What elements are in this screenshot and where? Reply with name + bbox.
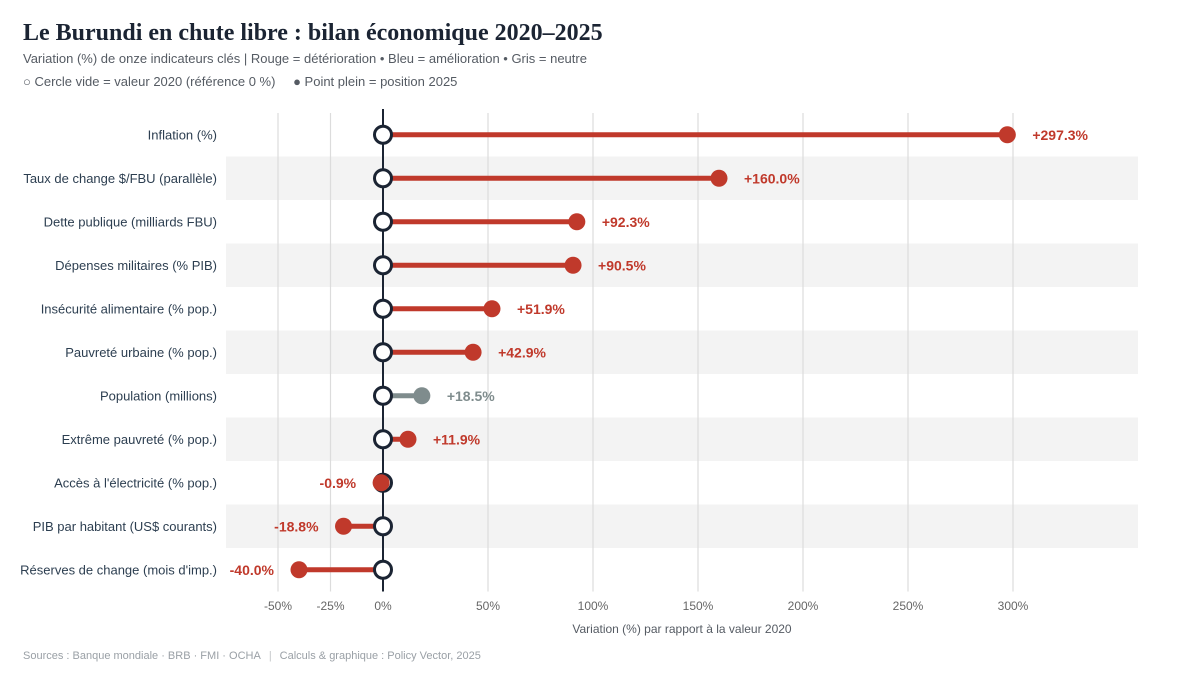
value-label: -18.8% bbox=[274, 518, 319, 534]
x-tick-label: 0% bbox=[374, 599, 392, 613]
category-label: Dette publique (milliards FBU) bbox=[44, 214, 217, 229]
value-label: +92.3% bbox=[602, 214, 650, 230]
legend-hollow-circle: ○ Cercle vide = valeur 2020 (référence 0… bbox=[23, 74, 276, 89]
value-label: +18.5% bbox=[447, 388, 495, 404]
end-point-2025 bbox=[568, 213, 586, 231]
start-point-2020 bbox=[373, 124, 393, 145]
x-tick-label: 250% bbox=[893, 599, 924, 613]
row-band bbox=[226, 417, 1138, 461]
category-label: Taux de change $/FBU (parallèle) bbox=[23, 171, 217, 186]
value-label: +42.9% bbox=[498, 344, 546, 360]
row-band bbox=[226, 243, 1138, 287]
category-label: PIB par habitant (US$ courants) bbox=[33, 519, 217, 534]
start-point-2020 bbox=[373, 168, 393, 189]
category-label: Réserves de change (mois d'imp.) bbox=[20, 562, 217, 577]
row-band bbox=[226, 330, 1138, 374]
x-tick-label: 300% bbox=[998, 599, 1029, 613]
end-point-2025 bbox=[413, 387, 431, 405]
end-point-2025 bbox=[464, 343, 482, 361]
category-label: Dépenses militaires (% PIB) bbox=[55, 258, 217, 273]
x-tick-label: -50% bbox=[264, 599, 292, 613]
x-tick-label: 50% bbox=[476, 599, 500, 613]
category-label: Insécurité alimentaire (% pop.) bbox=[41, 301, 217, 316]
start-point-2020 bbox=[373, 385, 393, 406]
legend-filled-point: ● Point plein = position 2025 bbox=[293, 74, 458, 89]
end-point-2025 bbox=[998, 126, 1016, 144]
chart-subtitle: Variation (%) de onze indicateurs clés |… bbox=[23, 51, 587, 66]
category-label: Extrême pauvreté (% pop.) bbox=[62, 432, 217, 447]
footer: Sources : Banque mondiale · BRB · FMI · … bbox=[23, 650, 481, 662]
x-tick-label: 100% bbox=[578, 599, 609, 613]
footer-separator: | bbox=[268, 650, 272, 662]
category-label: Population (millions) bbox=[100, 388, 217, 403]
start-point-2020 bbox=[373, 516, 393, 537]
value-label: +297.3% bbox=[1032, 127, 1088, 143]
end-point-2025 bbox=[372, 474, 390, 492]
category-label: Inflation (%) bbox=[148, 127, 217, 142]
end-point-2025 bbox=[335, 517, 353, 535]
value-label: -0.9% bbox=[320, 475, 357, 491]
value-label: +160.0% bbox=[744, 170, 800, 186]
end-point-2025 bbox=[564, 256, 582, 274]
category-label: Accès à l'électricité (% pop.) bbox=[54, 475, 217, 490]
value-label: +90.5% bbox=[598, 257, 646, 273]
value-label: +11.9% bbox=[433, 431, 481, 447]
value-label: -40.0% bbox=[230, 562, 275, 578]
x-tick-label: 150% bbox=[683, 599, 714, 613]
x-axis-title: Variation (%) par rapport à la valeur 20… bbox=[572, 622, 792, 636]
value-label: +51.9% bbox=[517, 301, 565, 317]
end-point-2025 bbox=[399, 430, 417, 448]
start-point-2020 bbox=[373, 211, 393, 232]
footer-credits: Calculs & graphique : Policy Vector, 202… bbox=[279, 650, 481, 662]
legend: ○ Cercle vide = valeur 2020 (référence 0… bbox=[23, 74, 471, 89]
end-point-2025 bbox=[290, 561, 308, 579]
start-point-2020 bbox=[373, 342, 393, 363]
x-tick-label: -25% bbox=[316, 599, 344, 613]
start-point-2020 bbox=[373, 255, 393, 276]
category-label: Pauvreté urbaine (% pop.) bbox=[65, 345, 217, 360]
start-point-2020 bbox=[373, 559, 393, 580]
x-tick-label: 200% bbox=[788, 599, 819, 613]
chart-title: Le Burundi en chute libre : bilan économ… bbox=[23, 20, 603, 46]
footer-sources: Sources : Banque mondiale · BRB · FMI · … bbox=[23, 650, 261, 662]
end-point-2025 bbox=[483, 300, 501, 318]
end-point-2025 bbox=[710, 169, 728, 187]
start-point-2020 bbox=[373, 298, 393, 319]
start-point-2020 bbox=[373, 429, 393, 450]
